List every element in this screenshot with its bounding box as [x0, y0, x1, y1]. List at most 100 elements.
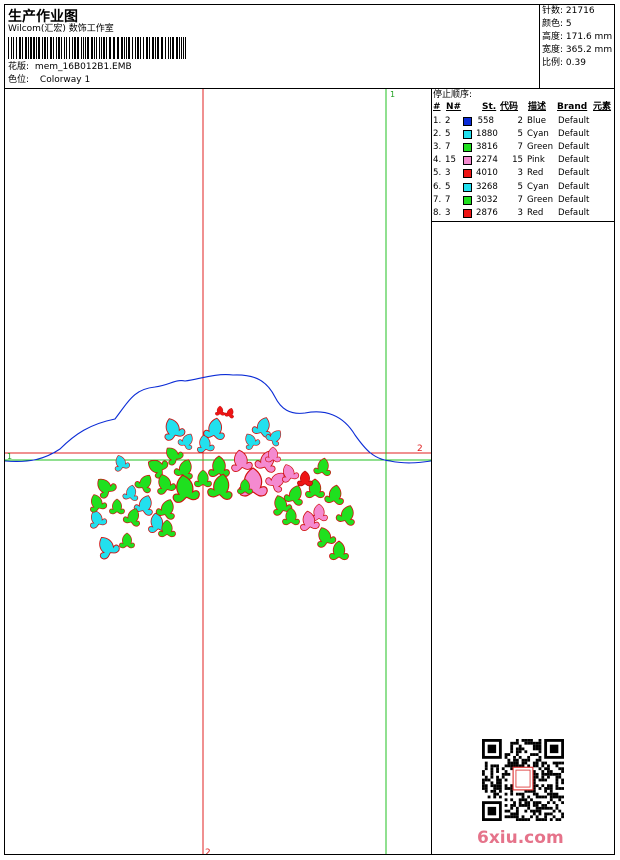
row-brand: Default: [558, 142, 590, 153]
row-code: 7: [517, 194, 523, 205]
row-code: 3: [517, 207, 523, 218]
row-code: 7: [517, 142, 523, 153]
row-needle: 5: [445, 181, 451, 192]
marker-v2: 2: [205, 848, 211, 854]
color-swatch: [463, 130, 472, 140]
color-swatch: [463, 208, 472, 218]
color-swatch: [463, 169, 472, 179]
row-brand: Default: [558, 207, 590, 218]
row-stitches: 2876: [476, 207, 498, 218]
row-needle: 2: [445, 116, 451, 126]
leaf-shape: [208, 455, 230, 478]
row-stitches: 1880: [476, 129, 498, 140]
page-title: 生产作业图: [8, 9, 78, 25]
qr-code: [482, 739, 564, 821]
row-brand: Default: [558, 181, 590, 192]
table-row: 2. 5 1880 5 Cyan Default: [433, 128, 613, 141]
row-description: Blue: [527, 116, 547, 126]
stat-height: 高度: 171.6 mm: [542, 32, 613, 42]
row-index: 5.: [433, 168, 442, 179]
row-needle: 7: [445, 142, 451, 153]
row-index: 1.: [433, 116, 442, 126]
stop-sequence-heading: 停止顺序:: [433, 90, 473, 100]
table-row: 4. 15 2274 15 Pink Default: [433, 154, 613, 167]
row-index: 6.: [433, 181, 442, 192]
header-divider: [4, 88, 615, 89]
row-description: Green: [527, 142, 554, 153]
design-canvas: 1 1 2 2: [5, 89, 431, 854]
row-description: Cyan: [527, 129, 549, 140]
table-header: # N# St. 代码 描述 Brand 元素: [433, 102, 612, 112]
row-code: 5: [517, 181, 523, 192]
row-stitches: 2274: [476, 155, 498, 166]
row-stitches: 3816: [476, 142, 498, 153]
page-frame: [4, 4, 615, 855]
stats-divider: [539, 4, 540, 88]
leaf-shape: [215, 405, 225, 416]
stats-panel: 针数: 21716 颜色: 5 高度: 171.6 mm 宽度: 365.2 m…: [542, 6, 612, 69]
marker-h2: 2: [417, 444, 423, 454]
row-stitches: 558: [477, 116, 494, 126]
barcode: [8, 37, 186, 59]
design-label: 花版:: [8, 62, 30, 72]
row-code: 15: [512, 155, 523, 166]
row-index: 8.: [433, 207, 442, 218]
table-row: 5. 3 4010 3 Red Default: [433, 167, 613, 180]
sidebar-divider: [431, 88, 432, 855]
leaf-shape: [119, 532, 135, 549]
row-index: 3.: [433, 142, 442, 153]
row-code: 5: [517, 129, 523, 140]
color-swatch: [463, 195, 472, 205]
qr-logo-stamp: [512, 766, 534, 791]
stat-width: 宽度: 365.2 mm: [542, 45, 613, 55]
row-description: Green: [527, 194, 554, 205]
leaf-shape: [282, 481, 308, 507]
row-needle: 15: [445, 155, 456, 166]
table-row: 3. 7 3816 7 Green Default: [433, 141, 613, 154]
table-row: 8. 3 2876 3 Red Default: [433, 207, 613, 220]
design-value: mem_16B012B1.EMB: [34, 62, 132, 72]
row-needle: 3: [445, 207, 451, 218]
company-name: Wilcom(汇宏) 数饰工作室: [8, 24, 114, 34]
leaf-shape: [334, 501, 360, 527]
row-index: 7.: [433, 194, 442, 205]
colorway-label: 色位:: [8, 75, 30, 85]
leaf-shape: [158, 414, 187, 443]
row-code: 3: [517, 168, 523, 179]
leaf-shape: [329, 540, 349, 561]
stat-scale: 比例: 0.39: [542, 58, 586, 68]
table-row: 6. 5 3268 5 Cyan Default: [433, 181, 613, 194]
row-needle: 7: [445, 194, 451, 205]
row-needle: 5: [445, 129, 451, 140]
row-needle: 3: [445, 168, 451, 179]
outline-curve: [5, 374, 431, 464]
table-row: 1. 2 558 2 Blue Default: [433, 115, 613, 128]
row-code: 2: [517, 116, 523, 126]
stat-colors: 颜色: 5: [542, 19, 572, 29]
color-swatch: [463, 156, 472, 166]
row-description: Red: [527, 168, 544, 179]
leaf-shape: [297, 470, 313, 487]
row-stitches: 4010: [476, 168, 498, 179]
color-swatch: [463, 143, 472, 153]
stat-stitches: 针数: 21716: [542, 6, 595, 16]
row-stitches: 3032: [476, 194, 498, 205]
row-description: Cyan: [527, 181, 549, 192]
table-bottom-divider: [431, 221, 615, 222]
leaf-shape: [223, 406, 237, 419]
marker-h1: 1: [7, 452, 12, 461]
leaf-shape: [323, 483, 347, 506]
row-index: 4.: [433, 155, 442, 166]
row-brand: Default: [558, 168, 590, 179]
leaf-shape: [109, 498, 125, 515]
row-index: 2.: [433, 129, 442, 140]
design-name-row: 花版: mem_16B012B1.EMB: [8, 62, 132, 73]
color-swatch: [463, 117, 472, 126]
row-brand: Default: [558, 129, 590, 140]
table-row: 7. 7 3032 7 Green Default: [433, 194, 613, 207]
color-swatch: [463, 182, 472, 192]
embroidery-motif: [85, 405, 360, 562]
watermark-text: 6xiu.com: [477, 828, 564, 848]
leaf-shape: [133, 470, 158, 495]
row-description: Pink: [527, 155, 545, 166]
